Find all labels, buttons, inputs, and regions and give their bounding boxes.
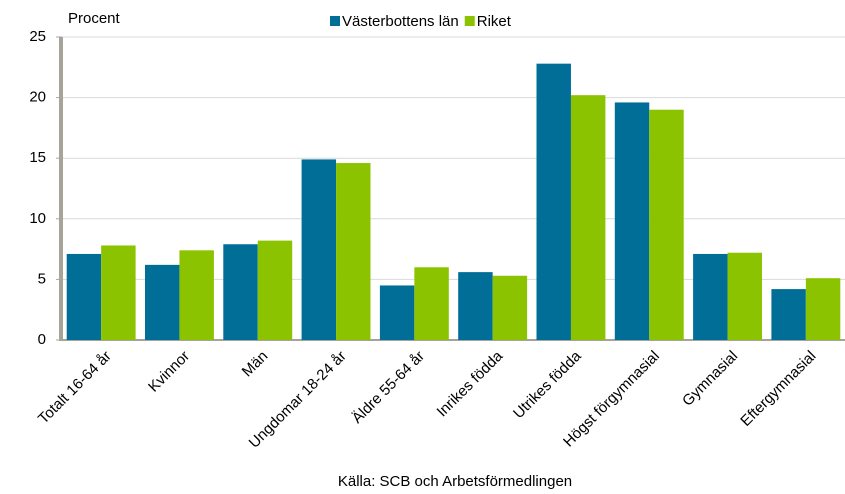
bar	[805, 278, 841, 340]
bar	[336, 163, 371, 340]
bar	[257, 240, 293, 340]
x-tick-label: Eftergymnasial	[737, 348, 819, 430]
bar	[693, 253, 728, 340]
bar	[66, 253, 102, 340]
bar	[101, 245, 136, 340]
bar	[379, 285, 415, 340]
bar	[179, 250, 214, 340]
legend-swatch	[464, 16, 475, 26]
x-tick-label: Inrikes födda	[434, 347, 507, 420]
y-tick-label: 0	[38, 331, 46, 348]
legend-label: Västerbottens län	[342, 13, 459, 30]
y-axis-wall	[59, 37, 63, 340]
bar	[492, 275, 528, 340]
x-tick-label: Män	[239, 348, 272, 381]
x-tick-label: Äldre 55-64 år	[349, 348, 428, 427]
bar	[536, 63, 571, 340]
bar	[458, 272, 493, 340]
y-tick-label: 5	[38, 270, 46, 287]
x-tick-label: Kvinnor	[145, 348, 193, 396]
legend-swatch	[330, 16, 340, 26]
bar	[614, 102, 650, 340]
y-tick-label: 15	[29, 149, 46, 166]
bar	[223, 244, 258, 340]
bar	[649, 109, 684, 340]
bar	[144, 264, 180, 340]
bar	[414, 267, 449, 340]
y-tick-label: 10	[29, 210, 46, 227]
bar	[727, 252, 763, 340]
bar	[570, 95, 606, 341]
bar	[301, 159, 337, 340]
x-tick-label: Utrikes födda	[510, 347, 585, 422]
y-axis-label: Procent	[68, 10, 121, 27]
bar	[771, 289, 806, 340]
legend-label: Riket	[477, 13, 512, 30]
y-tick-label: 20	[29, 89, 46, 106]
x-tick-label: Gymnasial	[679, 348, 741, 410]
x-tick-label: Totalt 16-64 år	[35, 348, 115, 428]
y-tick-label: 25	[29, 28, 46, 45]
source: Källa: SCB och Arbetsförmedlingen	[338, 473, 572, 490]
